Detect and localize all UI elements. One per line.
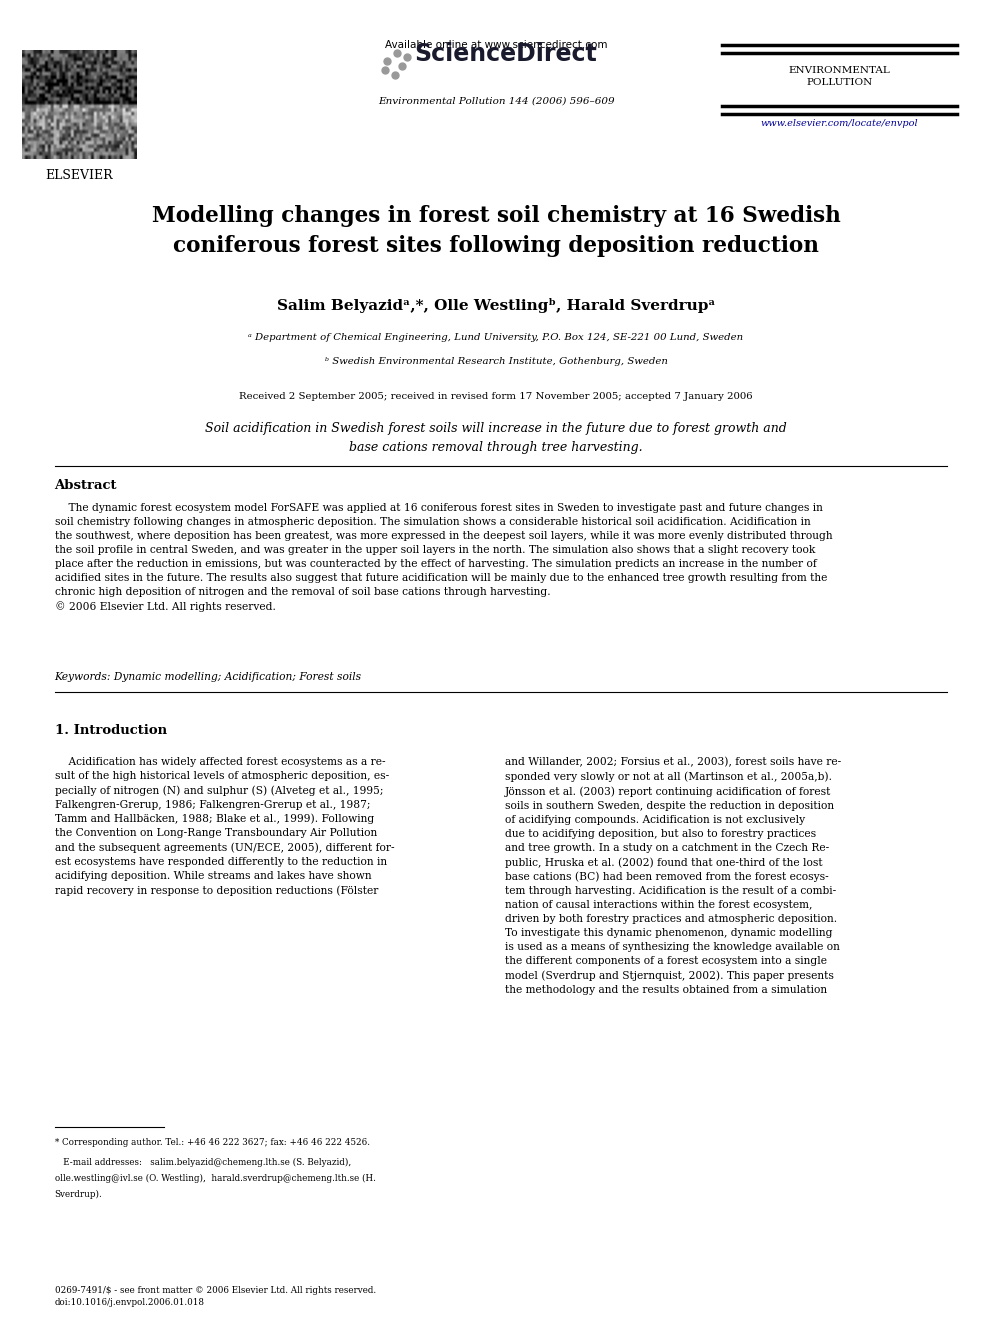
Text: and Willander, 2002; Forsius et al., 2003), forest soils have re-
sponded very s: and Willander, 2002; Forsius et al., 200… xyxy=(505,757,841,995)
Text: 0269-7491/$ - see front matter © 2006 Elsevier Ltd. All rights reserved.
doi:10.: 0269-7491/$ - see front matter © 2006 El… xyxy=(55,1286,376,1307)
Text: ELSEVIER: ELSEVIER xyxy=(45,169,113,183)
Text: Environmental Pollution 144 (2006) 596–609: Environmental Pollution 144 (2006) 596–6… xyxy=(378,97,614,106)
Text: The dynamic forest ecosystem model ForSAFE was applied at 16 coniferous forest s: The dynamic forest ecosystem model ForSA… xyxy=(55,503,832,613)
Text: Sverdrup).: Sverdrup). xyxy=(55,1189,102,1199)
Text: ᵇ Swedish Environmental Research Institute, Gothenburg, Sweden: ᵇ Swedish Environmental Research Institu… xyxy=(324,357,668,366)
Text: Abstract: Abstract xyxy=(55,479,117,492)
Text: www.elsevier.com/locate/envpol: www.elsevier.com/locate/envpol xyxy=(761,119,918,128)
Text: Modelling changes in forest soil chemistry at 16 Swedish
coniferous forest sites: Modelling changes in forest soil chemist… xyxy=(152,205,840,257)
Text: ENVIRONMENTAL
POLLUTION: ENVIRONMENTAL POLLUTION xyxy=(789,66,890,87)
Text: ᵃ Department of Chemical Engineering, Lund University, P.O. Box 124, SE-221 00 L: ᵃ Department of Chemical Engineering, Lu… xyxy=(248,333,744,343)
Text: Available online at www.sciencedirect.com: Available online at www.sciencedirect.co… xyxy=(385,40,607,50)
Text: ScienceDirect: ScienceDirect xyxy=(415,42,597,66)
Text: 1. Introduction: 1. Introduction xyxy=(55,724,167,737)
Text: Received 2 September 2005; received in revised form 17 November 2005; accepted 7: Received 2 September 2005; received in r… xyxy=(239,392,753,401)
Text: Salim Belyazidᵃ,*, Olle Westlingᵇ, Harald Sverdrupᵃ: Salim Belyazidᵃ,*, Olle Westlingᵇ, Haral… xyxy=(277,298,715,312)
Text: olle.westling@ivl.se (O. Westling),  harald.sverdrup@chemeng.lth.se (H.: olle.westling@ivl.se (O. Westling), hara… xyxy=(55,1174,375,1183)
Text: Keywords: Dynamic modelling; Acidification; Forest soils: Keywords: Dynamic modelling; Acidificati… xyxy=(55,672,362,683)
Text: E-mail addresses:   salim.belyazid@chemeng.lth.se (S. Belyazid),: E-mail addresses: salim.belyazid@chemeng… xyxy=(55,1158,351,1167)
Text: Soil acidification in Swedish forest soils will increase in the future due to fo: Soil acidification in Swedish forest soi… xyxy=(205,422,787,454)
Text: * Corresponding author. Tel.: +46 46 222 3627; fax: +46 46 222 4526.: * Corresponding author. Tel.: +46 46 222… xyxy=(55,1138,370,1147)
Text: Acidification has widely affected forest ecosystems as a re-
sult of the high hi: Acidification has widely affected forest… xyxy=(55,757,394,896)
